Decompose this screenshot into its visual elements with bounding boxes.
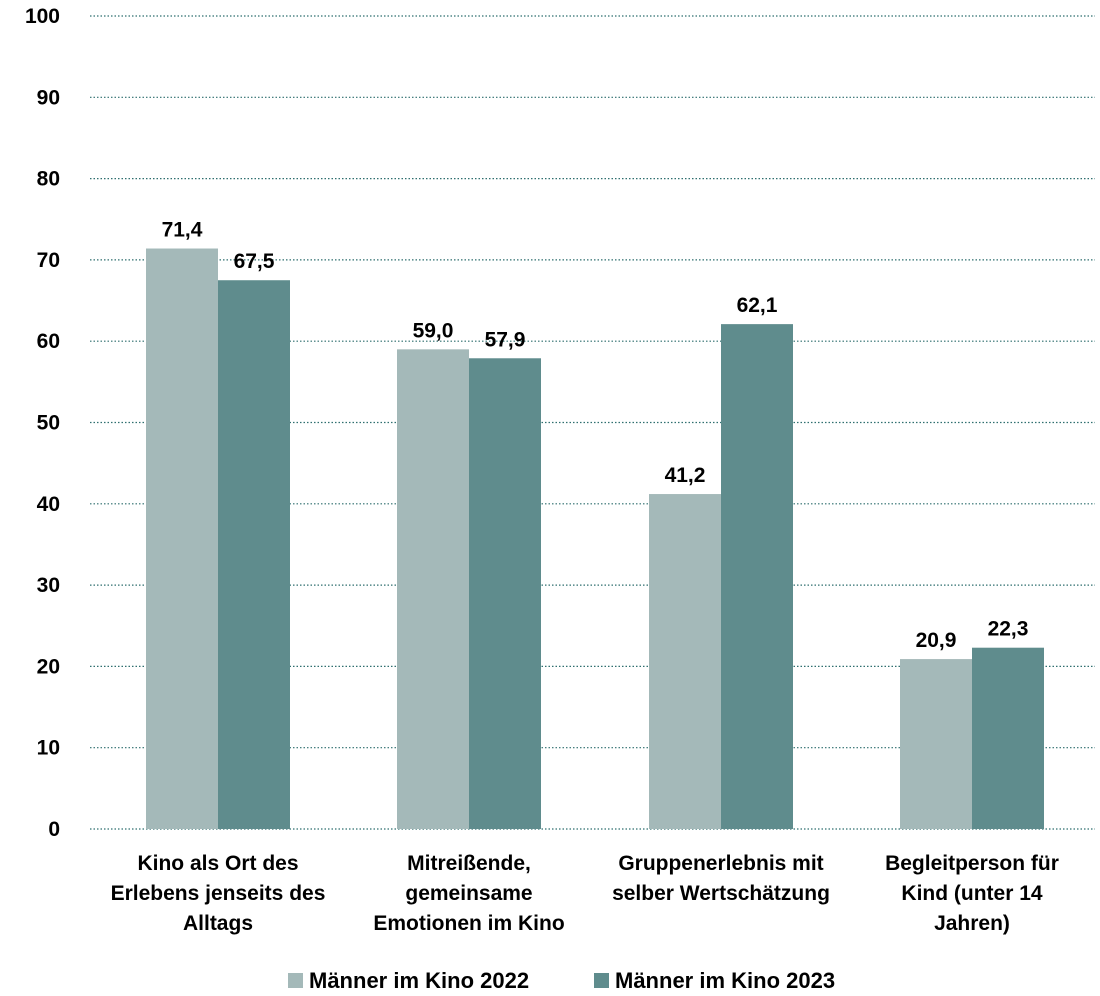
category-label: Gruppenerlebnis mit <box>618 852 823 875</box>
data-labels: 71,4 59,0 41,2 20,9 67,5 57,9 62,1 22,3 <box>162 219 1029 653</box>
y-tick-label: 70 <box>37 249 60 272</box>
bar-2023-1 <box>469 358 541 829</box>
bar-2023-0 <box>218 280 290 830</box>
data-label: 41,2 <box>665 464 706 487</box>
legend-label: Männer im Kino 2022 <box>309 968 529 993</box>
x-axis-category-labels: Kino als Ort des Erlebens jenseits des All… <box>111 852 1059 935</box>
y-tick-label: 80 <box>37 168 60 191</box>
y-tick-label: 60 <box>37 330 60 353</box>
category-label: Alltags <box>183 912 253 935</box>
legend-label: Männer im Kino 2023 <box>615 968 835 993</box>
category-label: Erlebens jenseits des <box>111 882 326 905</box>
data-label: 59,0 <box>413 319 454 342</box>
bar-2022-1 <box>397 349 469 829</box>
category-label: Mitreißende, <box>407 852 531 875</box>
data-label: 22,3 <box>988 618 1029 641</box>
bar-2022-2 <box>649 494 721 829</box>
category-label: Emotionen im Kino <box>373 912 564 935</box>
legend-swatch <box>594 973 609 988</box>
bar-2023-3 <box>972 647 1044 829</box>
category-label: Begleitperson für <box>885 852 1059 875</box>
data-label: 57,9 <box>485 328 526 351</box>
y-tick-label: 50 <box>37 412 60 435</box>
bar-2023-2 <box>721 324 793 829</box>
data-label: 67,5 <box>234 250 275 273</box>
y-tick-label: 0 <box>48 818 60 841</box>
y-tick-label: 10 <box>37 737 60 760</box>
y-tick-label: 100 <box>25 5 60 28</box>
y-axis-tick-labels: 0 10 20 30 40 50 60 70 80 90 100 <box>25 5 60 841</box>
bar-2022-3 <box>900 659 972 829</box>
data-label: 71,4 <box>162 219 203 242</box>
y-tick-label: 90 <box>37 86 60 109</box>
legend-swatch <box>288 973 303 988</box>
data-label: 20,9 <box>916 629 957 652</box>
y-tick-label: 40 <box>37 493 60 516</box>
category-label: Kino als Ort des <box>137 852 298 875</box>
category-label: Kind (unter 14 <box>901 882 1042 905</box>
legend: Männer im Kino 2022 Männer im Kino 2023 <box>288 968 835 993</box>
bars <box>146 248 1044 830</box>
data-label: 62,1 <box>737 294 778 317</box>
y-tick-label: 20 <box>37 655 60 678</box>
y-tick-label: 30 <box>37 574 60 597</box>
category-label: Jahren) <box>934 912 1010 935</box>
bar-2022-0 <box>146 248 218 829</box>
category-label: selber Wertschätzung <box>612 882 830 905</box>
category-label: gemeinsame <box>405 882 532 905</box>
